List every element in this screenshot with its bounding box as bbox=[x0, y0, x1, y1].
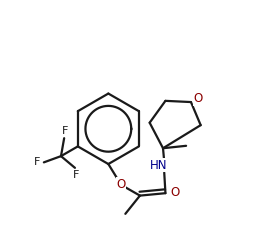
Text: F: F bbox=[33, 157, 40, 167]
Text: F: F bbox=[73, 170, 79, 180]
Text: O: O bbox=[170, 186, 179, 199]
Text: HN: HN bbox=[149, 159, 167, 172]
Text: O: O bbox=[116, 178, 126, 191]
Text: O: O bbox=[194, 92, 203, 105]
Text: F: F bbox=[62, 126, 68, 136]
